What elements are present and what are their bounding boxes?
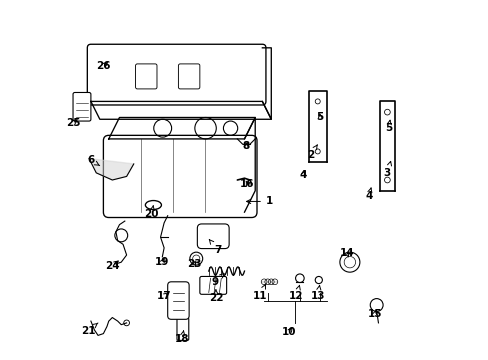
Circle shape (384, 109, 389, 115)
Text: 16: 16 (240, 179, 254, 189)
FancyBboxPatch shape (197, 224, 229, 249)
Text: 7: 7 (209, 239, 221, 255)
Text: 21: 21 (81, 323, 98, 336)
Text: 2: 2 (306, 145, 317, 160)
Text: 5: 5 (316, 112, 323, 122)
Text: 6: 6 (87, 156, 100, 166)
Text: 4: 4 (365, 188, 372, 201)
FancyBboxPatch shape (87, 44, 265, 105)
FancyBboxPatch shape (177, 318, 188, 341)
Text: 19: 19 (155, 257, 169, 267)
Text: 13: 13 (310, 285, 325, 301)
Text: 17: 17 (157, 291, 171, 301)
Text: 10: 10 (281, 327, 296, 337)
FancyBboxPatch shape (103, 135, 257, 217)
Text: 26: 26 (96, 61, 110, 71)
Text: 23: 23 (187, 259, 202, 269)
Circle shape (315, 99, 320, 104)
Polygon shape (89, 158, 134, 180)
Text: 20: 20 (144, 206, 159, 219)
FancyBboxPatch shape (200, 276, 226, 294)
Text: 25: 25 (66, 118, 80, 128)
Text: 9: 9 (211, 274, 224, 287)
FancyBboxPatch shape (73, 93, 91, 121)
Text: 24: 24 (105, 261, 120, 271)
Text: 11: 11 (252, 284, 266, 301)
Text: 15: 15 (367, 309, 381, 319)
FancyBboxPatch shape (167, 282, 189, 319)
Text: 22: 22 (208, 290, 223, 303)
Text: 12: 12 (288, 285, 303, 301)
Text: 14: 14 (339, 248, 354, 258)
Text: 5: 5 (384, 120, 391, 133)
Text: 4: 4 (299, 170, 306, 180)
Text: 1: 1 (246, 197, 273, 206)
Text: 8: 8 (242, 141, 249, 151)
FancyBboxPatch shape (135, 64, 157, 89)
Circle shape (315, 149, 320, 154)
Text: 18: 18 (174, 331, 189, 344)
Text: 3: 3 (383, 161, 391, 178)
FancyBboxPatch shape (178, 64, 200, 89)
Circle shape (384, 177, 389, 183)
